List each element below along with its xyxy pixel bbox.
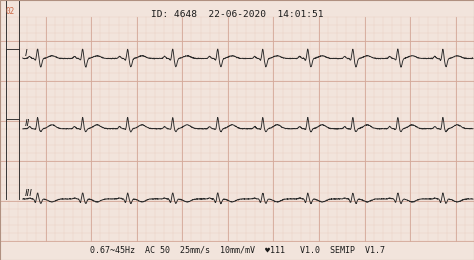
Text: I: I (25, 49, 28, 58)
Text: 0.67~45Hz  AC 50  25mm/s  10mm/mV  ♥111   V1.0  SEMIP  V1.7: 0.67~45Hz AC 50 25mm/s 10mm/mV ♥111 V1.0… (90, 245, 384, 254)
Text: III: III (25, 189, 33, 198)
Text: ID: 4648  22-06-2020  14:01:51: ID: 4648 22-06-2020 14:01:51 (151, 10, 323, 20)
Text: II: II (25, 119, 30, 128)
Text: 02: 02 (6, 6, 15, 16)
